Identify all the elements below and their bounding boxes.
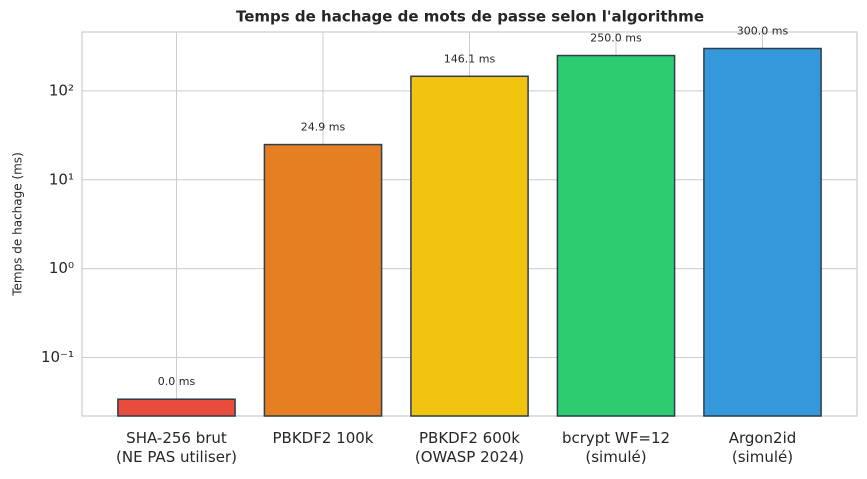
chart-title: Temps de hachage de mots de passe selon … [236, 8, 704, 26]
x-tick-label: Argon2id (simulé) [729, 429, 797, 466]
value-label: 250.0 ms [590, 32, 642, 45]
y-tick-label: 10² [49, 81, 74, 99]
y-axis-label: Temps de hachage (ms) [11, 152, 25, 297]
y-tick-label: 10⁻¹ [41, 348, 74, 366]
y-tick-label: 10⁰ [49, 259, 74, 277]
x-tick-label: PBKDF2 600k (OWASP 2024) [415, 429, 524, 466]
bar [703, 47, 822, 417]
x-tick-label: PBKDF2 100k [273, 429, 374, 447]
value-label: 300.0 ms [737, 24, 789, 37]
x-tick-label: bcrypt WF=12 (simulé) [562, 429, 670, 466]
value-label: 24.9 ms [301, 121, 346, 134]
value-label: 0.0 ms [158, 375, 196, 388]
x-tick-label: SHA-256 brut (NE PAS utiliser) [116, 429, 237, 466]
y-tick-label: 10¹ [49, 170, 74, 188]
bar [117, 398, 236, 417]
value-label: 146.1 ms [444, 52, 496, 65]
bar [556, 54, 676, 417]
bar [263, 143, 383, 417]
bar [410, 75, 529, 417]
